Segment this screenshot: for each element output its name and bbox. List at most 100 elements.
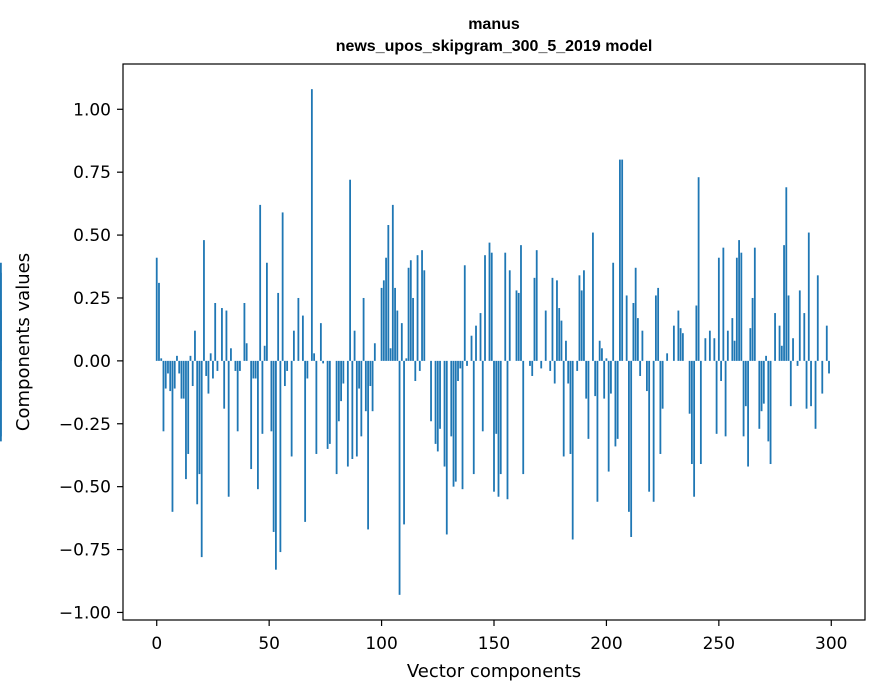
bar-118: [421, 250, 423, 361]
bar-232: [677, 310, 680, 361]
bar-37: [239, 360, 241, 371]
bar-156: [506, 360, 509, 500]
bar-234: [681, 333, 684, 361]
bar-56: [281, 212, 284, 361]
bar-71: [315, 360, 318, 454]
bar-262: [744, 360, 747, 407]
bar-194: [592, 232, 594, 361]
bar-36: [236, 360, 239, 432]
bar-200: [605, 358, 608, 361]
bar-119: [423, 270, 426, 361]
bar-126: [439, 360, 441, 429]
bar-209: [625, 295, 628, 361]
bar-198: [601, 348, 603, 361]
bar-57: [283, 360, 286, 387]
bar-160: [515, 290, 518, 361]
bar-94: [367, 360, 369, 530]
y-tick-label: 0.75: [73, 163, 111, 183]
bar-97: [373, 343, 376, 361]
bar-66: [304, 360, 307, 522]
bar-168: [533, 277, 536, 361]
bar-145: [481, 360, 484, 432]
bar-49: [266, 262, 268, 361]
bar-51: [270, 360, 273, 432]
bar-103: [387, 225, 390, 361]
bar-213: [634, 267, 637, 361]
bar-43: [252, 360, 255, 379]
bar-150: [493, 360, 495, 492]
plot-frame: [122, 63, 866, 621]
bar-44: [254, 360, 257, 379]
bar-15: [189, 355, 192, 361]
bar-188: [578, 275, 581, 361]
bar-8: [173, 360, 176, 389]
bar-3: [162, 360, 165, 432]
bar-221: [652, 360, 655, 502]
bar-246: [708, 330, 711, 361]
bar-275: [774, 313, 776, 361]
bar-192: [587, 360, 590, 439]
bar-169: [535, 250, 538, 361]
bar-261: [742, 360, 745, 437]
bar-113: [409, 260, 412, 361]
bar-254: [726, 330, 729, 361]
bar-153: [499, 360, 502, 475]
bar-124: [434, 360, 437, 444]
bar-117: [418, 360, 421, 371]
bar-148: [488, 242, 491, 361]
y-axis-label: Components values: [13, 253, 34, 431]
bar-86: [349, 179, 351, 361]
y-tick-label: 0.25: [73, 289, 111, 309]
bar-191: [585, 360, 588, 399]
bar-45: [257, 360, 259, 490]
bar-53: [275, 360, 277, 570]
bar-210: [628, 360, 630, 512]
bar-undefined: [0, 272, 2, 361]
bar-296: [821, 360, 824, 394]
bar-73: [319, 323, 322, 361]
bar-81: [337, 360, 340, 422]
y-tick-label: 0.00: [73, 352, 111, 372]
bar-152: [497, 360, 500, 497]
bar-92: [362, 297, 365, 361]
bar-282: [789, 360, 792, 407]
bar-35: [234, 360, 237, 371]
bar-133: [454, 360, 457, 482]
bar-204: [614, 360, 617, 447]
bar-22: [205, 360, 208, 376]
bar-11: [180, 360, 183, 399]
bar-20: [200, 360, 203, 558]
chart-subtitle: news_upos_skipgram_300_5_2019 model: [336, 38, 653, 55]
y-tick-label: −0.25: [59, 415, 111, 435]
bar-136: [461, 360, 464, 490]
bar-16: [191, 360, 194, 387]
bar-82: [340, 360, 342, 402]
bar-33: [230, 348, 232, 361]
bar-134: [457, 360, 459, 381]
bar-162: [520, 245, 522, 361]
bar-114: [412, 297, 414, 361]
bar-203: [612, 262, 615, 361]
bar-69: [310, 89, 313, 361]
bar-63: [297, 297, 300, 361]
bar-93: [364, 360, 367, 412]
bar-100: [380, 287, 383, 361]
bar-47: [261, 360, 264, 434]
bar-273: [769, 360, 772, 465]
x-tick-label: 0: [151, 634, 162, 654]
bar-1: [158, 282, 160, 361]
bar-77: [328, 360, 331, 444]
bar-238: [690, 360, 693, 465]
bar-205: [616, 360, 619, 439]
bar-177: [553, 360, 556, 384]
bar-161: [517, 292, 520, 361]
bar-74: [322, 360, 325, 364]
chart-title: manus: [468, 16, 520, 33]
bar-240: [695, 305, 698, 361]
bar-25: [212, 360, 214, 379]
bar-241: [697, 177, 700, 361]
bar-138: [466, 360, 468, 366]
bar-42: [250, 360, 253, 470]
bar-23: [207, 360, 210, 394]
bar-142: [475, 325, 477, 361]
